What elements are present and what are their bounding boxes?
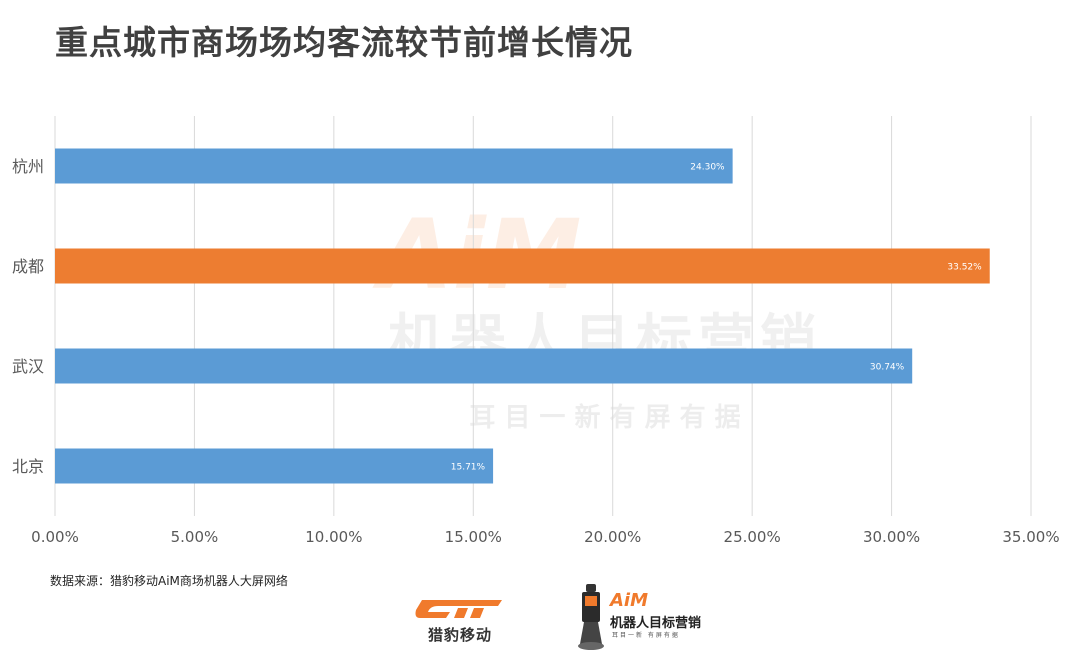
tick-label: 5.00%: [171, 528, 219, 546]
tick-label: 20.00%: [584, 528, 641, 546]
tick-label: 35.00%: [1002, 528, 1059, 546]
category-label: 杭州: [12, 157, 44, 176]
tick-label: 25.00%: [724, 528, 781, 546]
tick-label: 30.00%: [863, 528, 920, 546]
cheetah-logo-mark: [415, 600, 502, 618]
chart-title: 重点城市商场场均客流较节前增长情况: [55, 23, 633, 62]
cheetah-logo: 猎豹移动: [410, 592, 510, 647]
data-label: 15.71%: [451, 463, 486, 473]
category-label: 成都: [12, 257, 44, 276]
bar: [55, 248, 990, 284]
data-label: 33.52%: [947, 263, 982, 273]
tick-label: 15.00%: [445, 528, 502, 546]
bar: [55, 348, 913, 384]
aim-logo: AiM 机器人目标营销 耳目一新 有屏有据: [576, 584, 726, 652]
bar: [55, 448, 494, 484]
tick-label: 10.00%: [305, 528, 362, 546]
x-tick-labels: 0.00% 5.00% 10.00% 15.00% 20.00% 25.00% 30.00%…: [31, 528, 1059, 546]
watermark-tagline: 耳 目 一 新 有 屏 有 据: [469, 402, 740, 433]
data-label: 30.74%: [870, 363, 905, 373]
bar: [55, 148, 733, 184]
bars: 24.30% 33.52% 30.74% 15.71%: [55, 148, 990, 484]
aim-logo-tagline: 耳目一新 有屏有据: [612, 632, 680, 639]
cheetah-logo-text: 猎豹移动: [427, 626, 492, 644]
data-label: 24.30%: [690, 163, 725, 173]
category-label: 武汉: [12, 357, 44, 376]
category-label: 北京: [12, 457, 44, 476]
aim-logo-name: 机器人目标营销: [610, 616, 702, 631]
aim-logo-brand: AiM: [610, 590, 649, 611]
robot-icon: [578, 584, 604, 650]
source-note: 数据来源：猎豹移动AiM商场机器人大屏网络: [50, 574, 288, 588]
tick-label: 0.00%: [31, 528, 79, 546]
